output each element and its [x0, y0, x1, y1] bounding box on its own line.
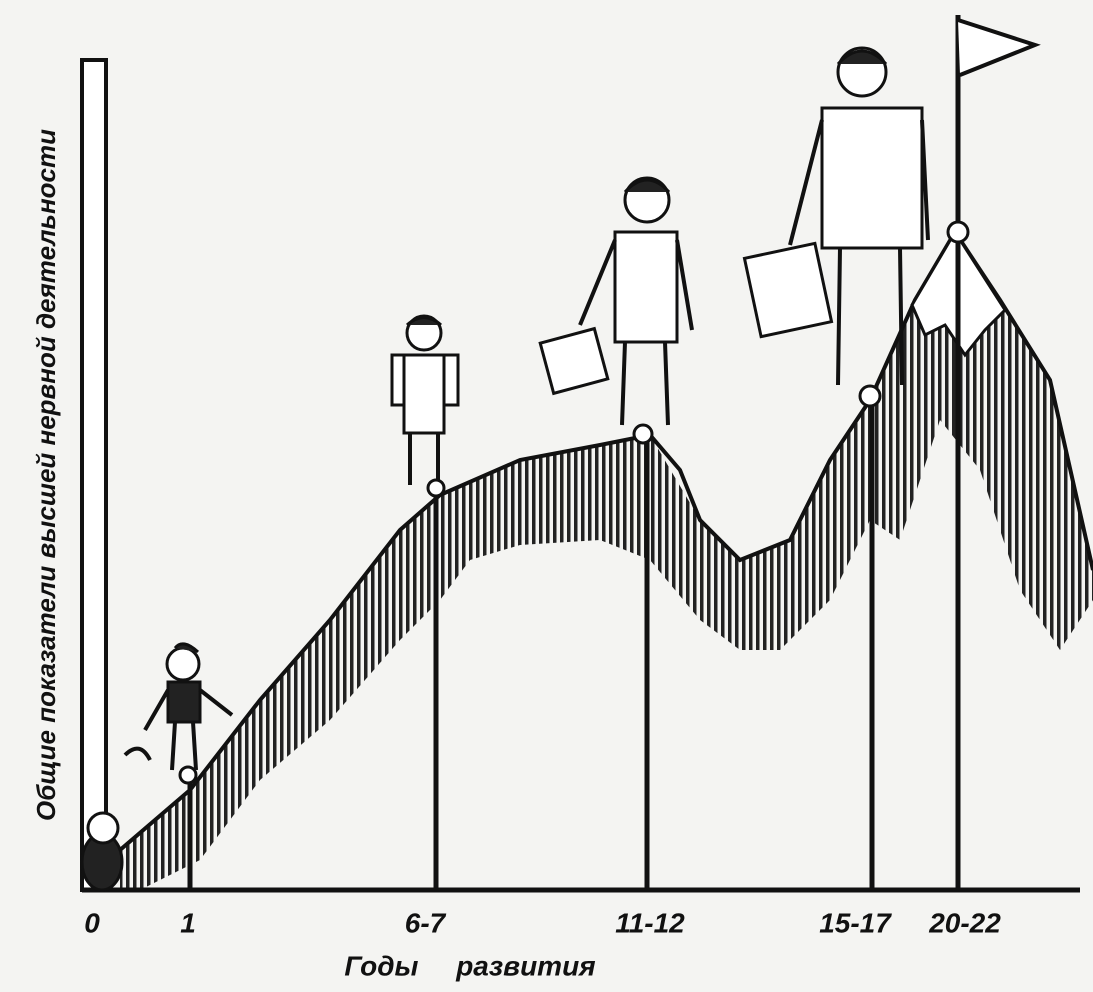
x-label: 6-7	[405, 907, 447, 938]
x-labels: 0 1 6-7 11-12 15-17 20-22	[84, 907, 1001, 938]
x-label: 11-12	[615, 907, 685, 938]
scale-bar	[82, 60, 106, 890]
young-man	[744, 48, 928, 406]
x-label: 15-17	[819, 907, 892, 938]
baby	[82, 813, 122, 890]
flag	[958, 20, 1035, 75]
x-axis-label: Годы развития	[344, 950, 595, 981]
peak-knob	[948, 222, 968, 242]
y-axis-label: Общие показатели высшей нервной деятельн…	[31, 129, 61, 821]
x-label: 0	[84, 907, 100, 938]
teen	[540, 178, 692, 443]
x-label: 1	[180, 907, 196, 938]
x-label: 20-22	[928, 907, 1001, 938]
diagram: Общие показатели высшей нервной деятельн…	[0, 0, 1093, 992]
schoolchild	[392, 316, 458, 496]
